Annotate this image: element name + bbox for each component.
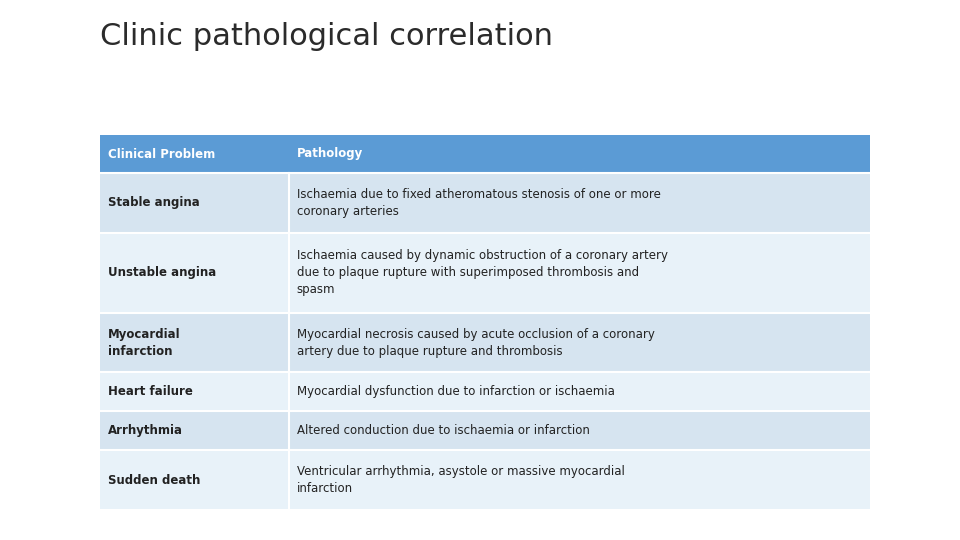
Bar xyxy=(100,372,870,411)
Text: Myocardial necrosis caused by acute occlusion of a coronary
artery due to plaque: Myocardial necrosis caused by acute occl… xyxy=(297,328,655,357)
Bar xyxy=(100,313,870,372)
Bar xyxy=(100,450,870,510)
Text: Ischaemia due to fixed atheromatous stenosis of one or more
coronary arteries: Ischaemia due to fixed atheromatous sten… xyxy=(297,188,660,218)
Bar xyxy=(100,233,870,313)
Text: Altered conduction due to ischaemia or infarction: Altered conduction due to ischaemia or i… xyxy=(297,424,589,437)
Text: Ischaemia caused by dynamic obstruction of a coronary artery
due to plaque ruptu: Ischaemia caused by dynamic obstruction … xyxy=(297,249,667,296)
Text: Unstable angina: Unstable angina xyxy=(108,266,216,279)
Text: Clinic pathological correlation: Clinic pathological correlation xyxy=(100,22,553,51)
Bar xyxy=(100,135,870,173)
Bar xyxy=(100,173,870,233)
Text: Pathology: Pathology xyxy=(297,147,363,160)
Text: Myocardial dysfunction due to infarction or ischaemia: Myocardial dysfunction due to infarction… xyxy=(297,386,614,399)
Text: Sudden death: Sudden death xyxy=(108,474,201,487)
Text: Heart failure: Heart failure xyxy=(108,386,193,399)
Text: Ventricular arrhythmia, asystole or massive myocardial
infarction: Ventricular arrhythmia, asystole or mass… xyxy=(297,465,625,495)
Text: Clinical Problem: Clinical Problem xyxy=(108,147,215,160)
Text: Arrhythmia: Arrhythmia xyxy=(108,424,183,437)
Text: Myocardial
infarction: Myocardial infarction xyxy=(108,328,180,357)
Text: Stable angina: Stable angina xyxy=(108,197,200,210)
Bar xyxy=(100,411,870,450)
